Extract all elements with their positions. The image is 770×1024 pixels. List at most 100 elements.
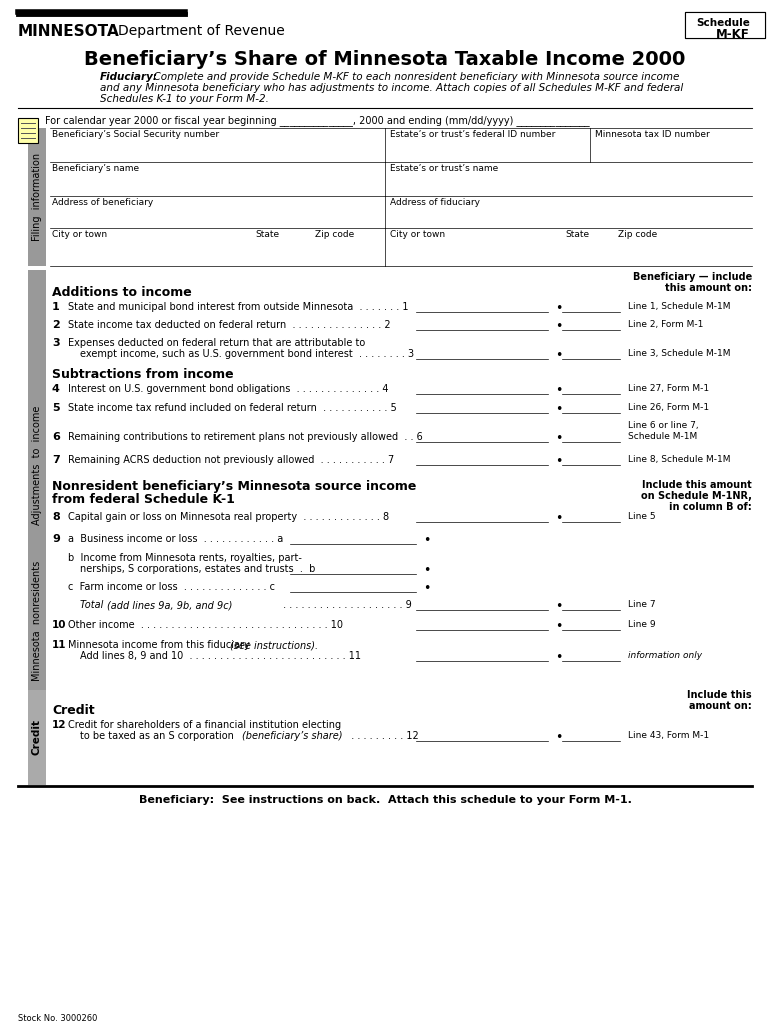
Text: •: •: [555, 731, 562, 744]
Text: M-KF: M-KF: [716, 28, 750, 41]
Text: to be taxed as an S corporation: to be taxed as an S corporation: [80, 731, 237, 741]
Text: Total: Total: [80, 600, 106, 610]
Text: •: •: [555, 349, 562, 362]
Text: exempt income, such as U.S. government bond interest  . . . . . . . . 3: exempt income, such as U.S. government b…: [80, 349, 414, 359]
Text: Complete and provide Schedule M-KF to each nonresident beneficiary with Minnesot: Complete and provide Schedule M-KF to ea…: [147, 72, 679, 82]
Text: Line 9: Line 9: [628, 620, 655, 629]
Text: Line 6 or line 7,: Line 6 or line 7,: [628, 421, 698, 430]
Text: Line 43, Form M-1: Line 43, Form M-1: [628, 731, 709, 740]
Text: State income tax refund included on federal return  . . . . . . . . . . . 5: State income tax refund included on fede…: [68, 403, 397, 413]
Text: •: •: [555, 620, 562, 633]
Text: Interest on U.S. government bond obligations  . . . . . . . . . . . . . . 4: Interest on U.S. government bond obligat…: [68, 384, 389, 394]
Text: b  Income from Minnesota rents, royalties, part-: b Income from Minnesota rents, royalties…: [68, 553, 302, 563]
Text: Line 3, Schedule M-1M: Line 3, Schedule M-1M: [628, 349, 731, 358]
Text: this amount on:: this amount on:: [665, 283, 752, 293]
Text: 1: 1: [52, 302, 60, 312]
Text: Remaining ACRS deduction not previously allowed  . . . . . . . . . . . 7: Remaining ACRS deduction not previously …: [68, 455, 394, 465]
Text: 6: 6: [52, 432, 60, 442]
Text: nerships, S corporations, estates and trusts  .  b: nerships, S corporations, estates and tr…: [80, 564, 316, 574]
Text: Subtractions from income: Subtractions from income: [52, 368, 233, 381]
Text: Beneficiary’s Share of Minnesota Taxable Income 2000: Beneficiary’s Share of Minnesota Taxable…: [84, 50, 686, 69]
Text: •: •: [555, 432, 562, 445]
Text: Include this: Include this: [688, 690, 752, 700]
Text: Expenses deducted on federal return that are attributable to: Expenses deducted on federal return that…: [68, 338, 365, 348]
Text: Address of fiduciary: Address of fiduciary: [390, 198, 480, 207]
Text: Other income  . . . . . . . . . . . . . . . . . . . . . . . . . . . . . . . 10: Other income . . . . . . . . . . . . . .…: [68, 620, 343, 630]
Text: Line 7: Line 7: [628, 600, 655, 609]
Text: •: •: [555, 512, 562, 525]
Text: •: •: [555, 384, 562, 397]
Text: Capital gain or loss on Minnesota real property  . . . . . . . . . . . . . 8: Capital gain or loss on Minnesota real p…: [68, 512, 389, 522]
Text: •: •: [555, 302, 562, 315]
Text: 11: 11: [52, 640, 66, 650]
Text: Minnesota tax ID number: Minnesota tax ID number: [595, 130, 710, 139]
Text: Adjustments  to  income: Adjustments to income: [32, 406, 42, 524]
Text: Stock No. 3000260: Stock No. 3000260: [18, 1014, 97, 1023]
Bar: [28, 270, 46, 660]
Text: Estate’s or trust’s name: Estate’s or trust’s name: [390, 164, 498, 173]
Text: Zip code: Zip code: [618, 230, 658, 239]
Text: Beneficiary’s Social Security number: Beneficiary’s Social Security number: [52, 130, 219, 139]
Text: Line 8, Schedule M-1M: Line 8, Schedule M-1M: [628, 455, 731, 464]
Text: information only: information only: [628, 651, 702, 660]
Text: MINNESOTA: MINNESOTA: [18, 24, 120, 39]
Text: (see instructions).: (see instructions).: [230, 640, 318, 650]
Text: Minnesota income from this fiduciary: Minnesota income from this fiduciary: [68, 640, 253, 650]
Text: •: •: [555, 403, 562, 416]
Text: 4: 4: [52, 384, 60, 394]
Text: Minnesota  nonresidents: Minnesota nonresidents: [32, 561, 42, 681]
Text: Filing  information: Filing information: [32, 153, 42, 241]
Text: City or town: City or town: [52, 230, 107, 239]
Bar: [28, 690, 46, 785]
Text: on Schedule M-1NR,: on Schedule M-1NR,: [641, 490, 752, 501]
Text: State and municipal bond interest from outside Minnesota  . . . . . . . 1: State and municipal bond interest from o…: [68, 302, 409, 312]
Text: in column B of:: in column B of:: [669, 502, 752, 512]
Text: Department of Revenue: Department of Revenue: [118, 24, 285, 38]
Text: (add lines 9a, 9b, and 9c): (add lines 9a, 9b, and 9c): [107, 600, 233, 610]
Text: Line 27, Form M-1: Line 27, Form M-1: [628, 384, 709, 393]
Text: Beneficiary — include: Beneficiary — include: [633, 272, 752, 282]
Text: 9: 9: [52, 534, 60, 544]
Bar: [28, 476, 46, 766]
Text: Credit: Credit: [52, 705, 95, 717]
Text: City or town: City or town: [390, 230, 445, 239]
Text: . . . . . . . . . 12: . . . . . . . . . 12: [345, 731, 419, 741]
Text: Schedule: Schedule: [696, 18, 750, 28]
Text: Zip code: Zip code: [315, 230, 354, 239]
Text: Line 1, Schedule M-1M: Line 1, Schedule M-1M: [628, 302, 731, 311]
Text: 10: 10: [52, 620, 66, 630]
Text: Include this amount: Include this amount: [642, 480, 752, 490]
Text: •: •: [423, 534, 430, 547]
Text: a  Business income or loss  . . . . . . . . . . . . a: a Business income or loss . . . . . . . …: [68, 534, 283, 544]
Text: and any Minnesota beneficiary who has adjustments to income. Attach copies of al: and any Minnesota beneficiary who has ad…: [100, 83, 683, 93]
Text: •: •: [555, 455, 562, 468]
Bar: [685, 12, 765, 38]
Text: c  Farm income or loss  . . . . . . . . . . . . . . c: c Farm income or loss . . . . . . . . . …: [68, 582, 275, 592]
Text: 7: 7: [52, 455, 60, 465]
Text: 5: 5: [52, 403, 59, 413]
Text: •: •: [423, 564, 430, 577]
Text: amount on:: amount on:: [689, 701, 752, 711]
Text: Fiduciary:: Fiduciary:: [100, 72, 158, 82]
Text: •: •: [555, 651, 562, 664]
Text: Address of beneficiary: Address of beneficiary: [52, 198, 153, 207]
Text: State: State: [565, 230, 589, 239]
Bar: [685, 12, 765, 38]
Text: Additions to income: Additions to income: [52, 286, 192, 299]
Bar: [28, 128, 46, 266]
Text: 8: 8: [52, 512, 60, 522]
Text: Beneficiary’s name: Beneficiary’s name: [52, 164, 139, 173]
Text: 3: 3: [52, 338, 59, 348]
Text: Line 2, Form M-1: Line 2, Form M-1: [628, 319, 703, 329]
Text: Beneficiary:  See instructions on back.  Attach this schedule to your Form M-1.: Beneficiary: See instructions on back. A…: [139, 795, 631, 805]
Text: 2: 2: [52, 319, 60, 330]
Text: Line 5: Line 5: [628, 512, 655, 521]
Text: Credit: Credit: [32, 719, 42, 755]
Text: (beneficiary’s share): (beneficiary’s share): [242, 731, 343, 741]
Text: Schedules K-1 to your Form M-2.: Schedules K-1 to your Form M-2.: [100, 94, 269, 104]
Bar: [18, 118, 38, 143]
Text: •: •: [555, 600, 562, 613]
Text: For calendar year 2000 or fiscal year beginning _______________, 2000 and ending: For calendar year 2000 or fiscal year be…: [45, 115, 590, 126]
Text: from federal Schedule K-1: from federal Schedule K-1: [52, 493, 235, 506]
Text: •: •: [555, 319, 562, 333]
